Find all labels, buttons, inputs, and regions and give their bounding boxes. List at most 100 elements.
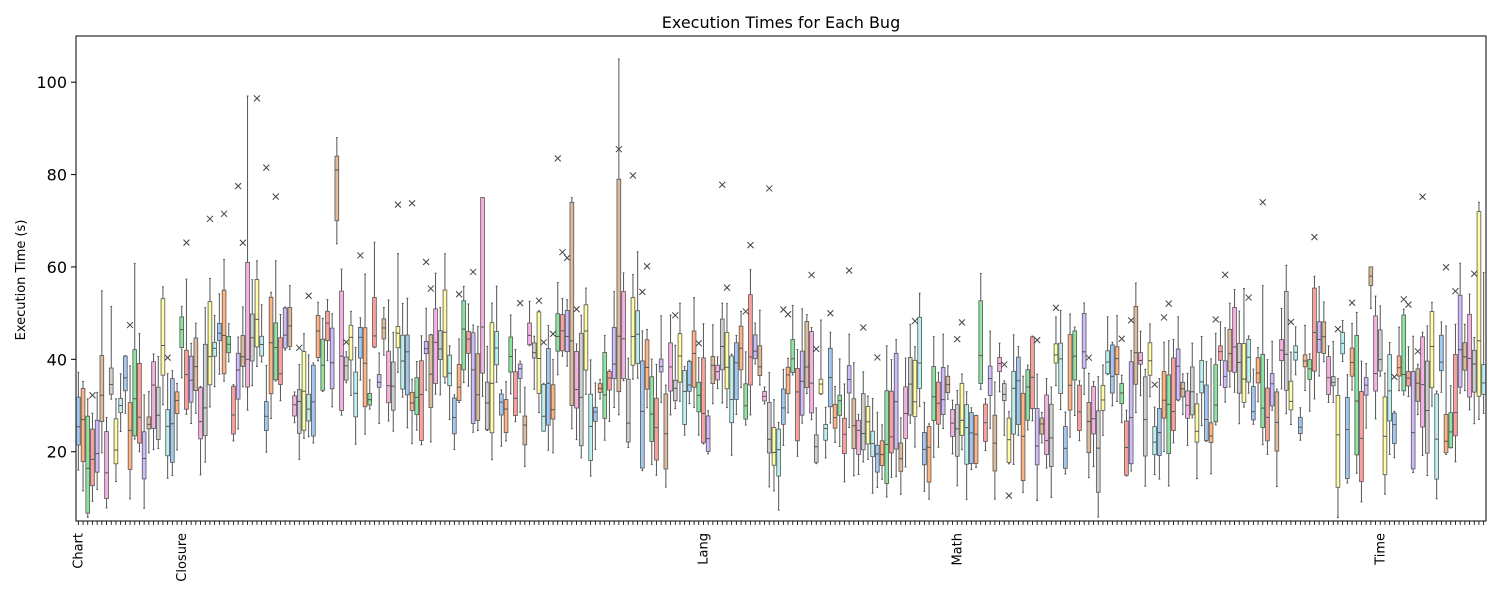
outlier-marker [1212, 316, 1220, 323]
outlier-marker [220, 210, 228, 218]
box-214 [1081, 302, 1087, 395]
box-body [607, 371, 612, 391]
box-body [329, 327, 335, 390]
box-16 [151, 353, 156, 451]
y-tick-label: 40 [47, 350, 67, 369]
box-290 [1439, 321, 1444, 393]
box-body [1363, 377, 1369, 396]
box-body [522, 415, 528, 446]
outlier-marker [1033, 336, 1041, 344]
box-body [517, 363, 523, 379]
box-102 [555, 282, 561, 376]
box-147 [766, 372, 772, 488]
box-98 [536, 310, 542, 414]
box-18 [160, 286, 166, 406]
outlier-marker [164, 354, 172, 362]
box-body [898, 442, 904, 472]
box-285 [1415, 363, 1421, 416]
box-body [635, 310, 640, 365]
box-80 [452, 394, 457, 450]
box-body [531, 342, 537, 359]
box-165 [851, 362, 857, 477]
box-136 [715, 356, 720, 390]
box-body [437, 330, 443, 360]
box-299 [1481, 272, 1486, 414]
box-body [1091, 386, 1096, 435]
box-5 [99, 290, 105, 454]
box-body [1373, 315, 1378, 392]
box-body [1316, 321, 1322, 353]
box-body [1481, 364, 1486, 395]
box-33 [231, 384, 236, 442]
box-15 [146, 391, 152, 454]
box-body [400, 334, 405, 390]
box-206 [1044, 378, 1049, 469]
box-body [1265, 387, 1270, 442]
box-112 [602, 335, 608, 441]
box-212 [1072, 326, 1078, 416]
box-74 [423, 307, 429, 391]
box-body [466, 330, 471, 354]
box-body [184, 349, 189, 410]
box-26 [198, 385, 203, 476]
box-248 [1241, 288, 1247, 408]
box-body [311, 364, 316, 437]
box-body [146, 416, 152, 430]
box-44 [282, 306, 288, 351]
box-body [1034, 408, 1040, 466]
box-body [409, 391, 415, 411]
box-body [423, 340, 429, 355]
box-55 [334, 137, 340, 245]
box-296 [1467, 293, 1472, 411]
outlier-marker [859, 324, 867, 331]
outlier-marker [573, 305, 580, 313]
box-body [447, 354, 452, 387]
box-body [1420, 336, 1425, 428]
box-body [987, 365, 993, 396]
box-body [170, 378, 175, 463]
box-body [959, 383, 965, 436]
box-198 [1006, 411, 1012, 465]
box-body [259, 335, 264, 357]
box-body [1039, 417, 1045, 435]
box-280 [1392, 410, 1397, 459]
box-body [217, 322, 222, 342]
box-body [372, 297, 377, 348]
box-232 [1166, 340, 1172, 487]
box-body [85, 415, 91, 514]
box-124 [658, 315, 664, 403]
box-170 [875, 411, 880, 488]
box-body [198, 387, 203, 440]
box-84 [470, 324, 476, 433]
outlier-marker [305, 292, 313, 300]
box-108 [583, 287, 589, 395]
box-273 [1359, 360, 1364, 503]
box-body [395, 326, 401, 349]
box-64 [376, 352, 382, 424]
box-body [1204, 384, 1209, 441]
box-209 [1058, 310, 1063, 411]
box-body [1133, 305, 1139, 385]
box-body [1439, 334, 1444, 372]
box-31 [221, 258, 227, 382]
outlier-marker [469, 268, 477, 276]
box-body [752, 334, 758, 360]
box-111 [597, 378, 603, 400]
outlier-marker [262, 164, 270, 171]
box-body [1293, 345, 1298, 361]
box-83 [466, 303, 471, 387]
box-75 [428, 333, 434, 443]
box-298 [1476, 201, 1482, 420]
box-99 [541, 382, 546, 432]
box-246 [1232, 289, 1237, 393]
box-95 [522, 386, 528, 467]
box-184 [940, 333, 946, 429]
box-8 [113, 398, 119, 482]
box-169 [870, 397, 875, 494]
box-body [907, 357, 913, 416]
box-20 [170, 370, 175, 476]
box-241 [1208, 358, 1214, 475]
box-body [1124, 420, 1129, 476]
outlier-marker [1311, 233, 1318, 241]
box-119 [635, 251, 640, 379]
